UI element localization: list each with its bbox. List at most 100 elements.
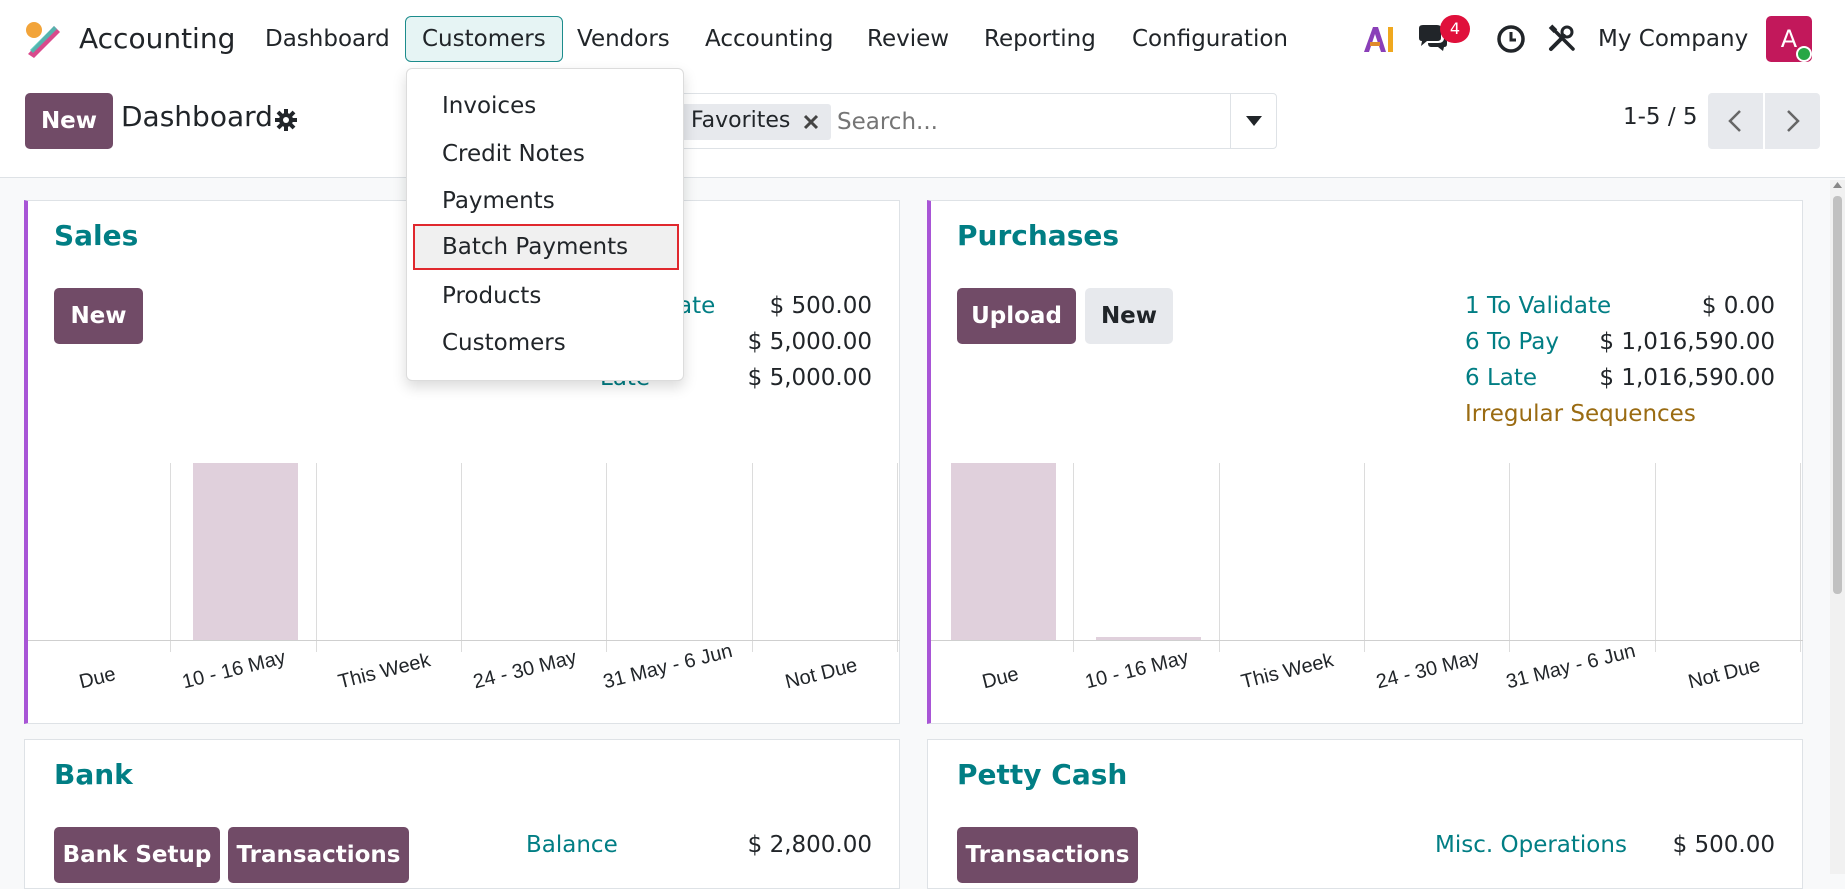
dropdown-item-customers[interactable]: Customers [442,330,566,356]
pager-previous-button[interactable] [1708,93,1763,149]
sales-chart-x-axis [28,640,900,641]
to-validate-link[interactable]: 1 To Validate [1465,293,1612,319]
menu-review[interactable]: Review [867,26,950,52]
sales-chart-tick-label-4: 31 May - 6 Jun [601,639,735,694]
purchases-chart-tick-label-2: This Week [1239,649,1336,694]
dropdown-item-credit-notes[interactable]: Credit Notes [442,141,585,167]
irregular-sequences-link[interactable]: Irregular Sequences [1465,401,1696,427]
balance-link[interactable]: Balance [526,832,618,858]
bank-setup-button[interactable]: Bank Setup [54,827,220,883]
purchases-chart-tick-label-1: 10 - 16 May [1083,646,1191,694]
menu-reporting[interactable]: Reporting [984,26,1096,52]
scrollbar[interactable] [1830,180,1845,874]
misc-operations-value: $ 500.00 [1672,832,1775,858]
purchases-chart-bar-0[interactable] [951,463,1056,640]
purchases-chart-gridline [1219,463,1220,652]
pager-next-button[interactable] [1765,93,1820,149]
tools-icon[interactable] [1548,24,1576,52]
control-panel: New Dashboard Favorites 1-5 / 5 [0,76,1845,178]
purchases-chart-bar-1[interactable] [1096,637,1201,640]
scroll-up-icon[interactable] [1833,182,1842,188]
customers-dropdown-menu: Invoices Credit Notes Payments Batch Pay… [406,68,684,381]
petty-cash-transactions-button[interactable]: Transactions [957,827,1138,883]
remove-facet-icon[interactable] [803,114,819,130]
purchases-chart-tick-label-4: 31 May - 6 Jun [1504,639,1638,694]
dropdown-item-invoices[interactable]: Invoices [442,93,537,119]
late-link[interactable]: 6 Late [1465,365,1538,391]
avatar-letter: A [1780,25,1798,53]
sales-chart-gridline [897,463,898,652]
sales-title[interactable]: Sales [54,219,139,252]
breadcrumb: Dashboard [121,100,273,133]
clock-icon[interactable] [1496,24,1526,54]
chevron-right-icon [1787,110,1800,132]
balance-value: $ 2,800.00 [747,832,872,858]
purchases-chart-tick-label-5: Not Due [1686,654,1763,694]
misc-operations-link[interactable]: Misc. Operations [1435,832,1627,858]
bank-transactions-button[interactable]: Transactions [228,827,409,883]
bank-card: Bank Bank Setup Transactions Balance $ 2… [24,739,900,889]
presence-dot [1796,46,1812,62]
sales-chart[interactable]: Due 10 - 16 May This Week 24 - 30 May 31 May… [28,463,900,725]
bank-transactions-label: Transactions [236,842,401,868]
sales-chart-gridline [316,463,317,652]
upload-button[interactable]: Upload [957,288,1076,344]
purchases-chart[interactable]: Due 10 - 16 May This Week 24 - 30 May 31 May… [931,463,1803,725]
purchases-title[interactable]: Purchases [957,219,1120,252]
chat-icon[interactable] [1416,24,1450,54]
scrollbar-thumb[interactable] [1833,196,1842,594]
accounting-logo-icon[interactable] [24,20,62,58]
search-bar: Favorites [670,93,1277,149]
sales-new-label: New [70,303,127,329]
purchases-new-button[interactable]: New [1085,288,1173,344]
pager-value[interactable]: 1-5 / 5 [1623,104,1698,130]
app-name[interactable]: Accounting [79,22,236,55]
purchases-chart-gridline [1364,463,1365,652]
sales-stat-label-1[interactable]: ate [678,293,716,319]
menu-customers[interactable]: Customers [405,16,563,62]
ai-icon[interactable] [1362,24,1394,54]
dropdown-item-batch-payments[interactable]: Batch Payments [413,224,679,270]
purchases-chart-gridline [1800,463,1801,652]
top-navbar: Accounting Dashboard Customers Vendors A… [0,0,1845,76]
dropdown-item-products[interactable]: Products [442,283,542,309]
new-button[interactable]: New [25,93,113,149]
sales-chart-tick-label-2: This Week [336,649,433,694]
purchases-chart-gridline [1655,463,1656,652]
sales-chart-gridline [606,463,607,652]
search-input[interactable] [837,104,1137,140]
filter-facet: Favorites [679,104,831,140]
company-switcher[interactable]: My Company [1598,26,1749,52]
late-value: $ 1,016,590.00 [1599,365,1775,391]
sales-chart-bar-1[interactable] [193,463,298,640]
purchases-chart-gridline [1073,463,1074,652]
menu-accounting[interactable]: Accounting [705,26,834,52]
sales-chart-gridline [461,463,462,652]
sales-chart-tick-label-0: Due [77,663,118,694]
sales-chart-gridline [170,463,171,652]
purchases-chart-tick-label-3: 24 - 30 May [1374,646,1482,694]
to-pay-value: $ 1,016,590.00 [1599,329,1775,355]
bank-setup-label: Bank Setup [62,842,212,868]
petty-cash-title[interactable]: Petty Cash [957,758,1128,791]
sales-new-button[interactable]: New [54,288,143,344]
menu-configuration[interactable]: Configuration [1132,26,1288,52]
chevron-left-icon [1728,110,1741,132]
to-pay-link[interactable]: 6 To Pay [1465,329,1560,355]
upload-label: Upload [971,303,1062,329]
menu-vendors[interactable]: Vendors [577,26,670,52]
menu-dashboard[interactable]: Dashboard [265,26,390,52]
purchases-chart-x-axis [931,640,1803,641]
sales-chart-tick-label-3: 24 - 30 May [471,646,579,694]
petty-cash-card: Petty Cash Transactions Misc. Operations… [927,739,1803,889]
caret-down-icon [1246,116,1262,126]
bank-title[interactable]: Bank [54,758,133,791]
new-button-label: New [40,108,98,134]
sales-chart-gridline [752,463,753,652]
gear-icon[interactable] [274,108,298,132]
user-avatar[interactable]: A [1766,16,1812,62]
search-options-toggle[interactable] [1230,94,1277,148]
purchases-new-label: New [1100,303,1158,329]
dropdown-item-payments[interactable]: Payments [442,188,555,214]
purchases-chart-tick-label-0: Due [980,663,1021,694]
